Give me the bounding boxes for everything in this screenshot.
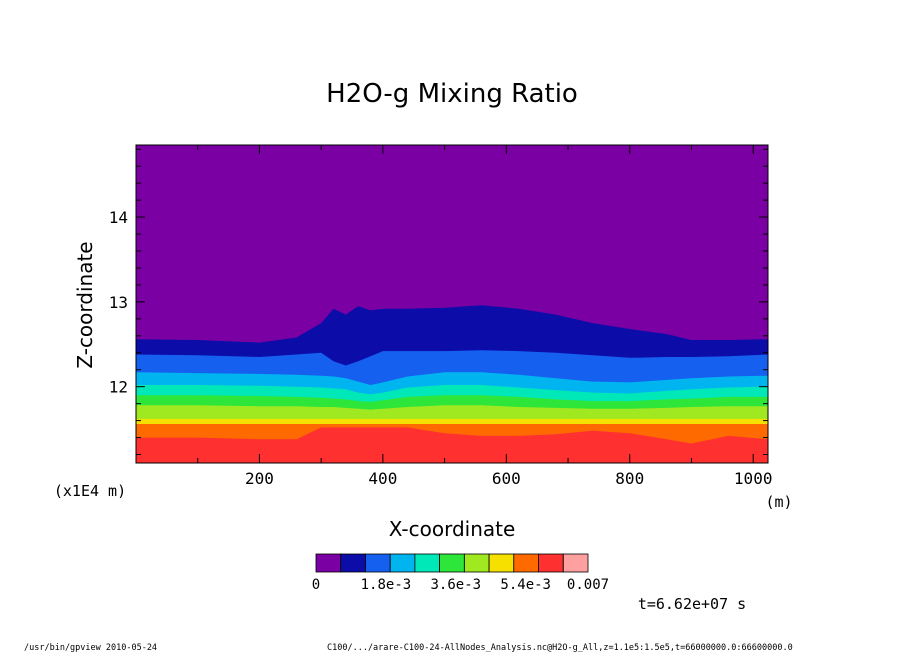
x-axis-label: X-coordinate: [389, 517, 516, 541]
y-axis-label: Z-coordinate: [73, 241, 97, 368]
colorbar-labels: 0 1.8e-3 3.6e-3 5.4e-3 0.007: [312, 577, 609, 593]
colorbar-swatch: [538, 553, 564, 573]
x-tick-label: 600: [492, 469, 521, 488]
colorbar-swatch: [414, 553, 440, 573]
x-tick-label: 1000: [734, 469, 773, 488]
colorbar-swatch: [439, 553, 465, 573]
colorbar-label: 0.007: [567, 577, 609, 593]
x-axis-unit: (m): [765, 493, 792, 511]
x-tick-label: 200: [245, 469, 274, 488]
plot-frame: [135, 144, 769, 464]
colorbar-swatch: [463, 553, 490, 573]
y-tick-label: 12: [109, 378, 128, 397]
y-axis-unit: (x1E4 m): [54, 482, 126, 500]
footer-left: /usr/bin/gpview 2010-05-24: [24, 643, 158, 653]
time-label: t=6.62e+07 s: [638, 595, 746, 613]
colorbar-swatch: [365, 553, 391, 573]
y-tick-label: 13: [109, 293, 128, 312]
x-tick-label: 800: [615, 469, 644, 488]
y-tick-label: 14: [109, 208, 128, 227]
colorbar-swatch: [562, 553, 589, 573]
plot-area: [135, 144, 769, 464]
colorbar-swatch: [389, 553, 416, 573]
axis-tick-labels: 200 400 600 800 1000 12 13 14: [109, 208, 773, 488]
colorbar-swatch: [315, 553, 342, 573]
chart-title: H2O-g Mixing Ratio: [326, 79, 578, 109]
colorbar-label: 5.4e-3: [500, 577, 551, 593]
footer-right: C100/.../arare-C100-24-AllNodes_Analysis…: [327, 643, 793, 653]
colorbar: [315, 553, 589, 573]
band-level-9: [136, 427, 768, 463]
colorbar-swatch: [513, 553, 539, 573]
axis-ticks: [136, 145, 768, 463]
colorbar-label: 1.8e-3: [361, 577, 412, 593]
colorbar-label: 3.6e-3: [431, 577, 482, 593]
colorbar-label: 0: [312, 577, 320, 593]
x-tick-label: 400: [368, 469, 397, 488]
colorbar-swatch: [340, 553, 366, 573]
colorbar-swatch: [488, 553, 515, 573]
